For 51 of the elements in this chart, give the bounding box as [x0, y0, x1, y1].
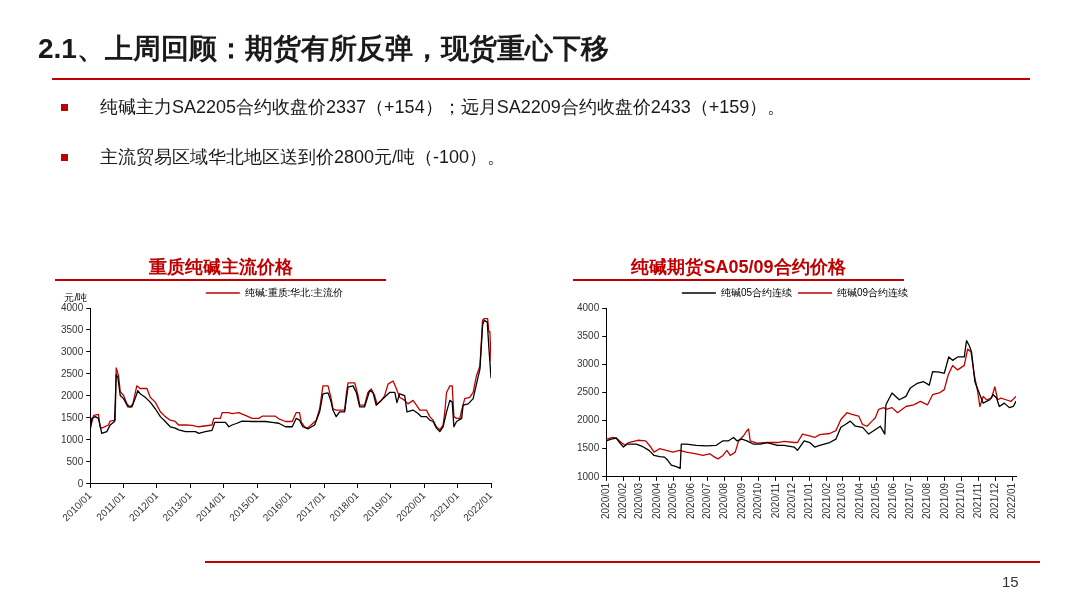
x-tick-label: 2021/04 — [853, 482, 865, 520]
y-tick-label: 1500 — [61, 411, 84, 423]
y-tick-label: 1000 — [61, 433, 84, 445]
y-tick-label: 3000 — [577, 358, 600, 370]
y-tick-label: 1000 — [577, 470, 600, 482]
y-tick-label: 3000 — [61, 345, 84, 357]
chart-title: 纯碱期货SA05/09合约价格 — [629, 256, 847, 278]
x-tick-label: 2021/09 — [938, 482, 950, 520]
x-tick-label: 2020/05 — [667, 482, 679, 520]
legend-label: 纯碱05合约连续 — [720, 286, 792, 298]
x-tick-label: 2021/10 — [955, 482, 967, 520]
x-tick-label: 2020/04 — [650, 482, 662, 520]
text: 纯碱主力SA2205合约收盘价2337（+154）；远月SA2209合约收盘价2433（+159）。 — [100, 96, 786, 118]
x-tick-label: 2020/07 — [701, 482, 713, 520]
y-tick-label: 1500 — [577, 442, 600, 454]
text: 主流贸易区域华北地区送到价2800元/吨（-100）。 — [100, 146, 506, 168]
y-tick-label: 500 — [66, 455, 84, 467]
x-tick-label: 2021/01 — [803, 482, 815, 520]
x-tick-label: 2021/07 — [904, 482, 916, 520]
x-tick-label: 2021/08 — [921, 482, 933, 520]
x-tick-label: 2020/01 — [600, 482, 611, 520]
x-tick-label: 2020/10 — [752, 482, 764, 520]
y-tick-label: 0 — [77, 477, 84, 489]
chart-title: 重质纯碱主流价格 — [147, 256, 294, 278]
y-tick-label: 3500 — [577, 329, 600, 341]
x-tick-label: 2021/05 — [870, 482, 882, 520]
x-tick-label: 2021/02 — [820, 482, 832, 520]
y-tick-label: 4000 — [577, 301, 600, 313]
x-tick-label: 2020/08 — [718, 482, 730, 520]
legend-label: 纯碱:重质:华北:主流价 — [244, 286, 344, 298]
x-tick-label: 2020/11 — [769, 482, 781, 519]
x-tick-label: 2020/06 — [684, 482, 696, 520]
y-tick-label: 2000 — [577, 414, 600, 426]
x-tick-label: 2021/11 — [972, 482, 984, 519]
x-tick-label: 2021/06 — [887, 482, 899, 520]
y-tick-label: 2000 — [61, 389, 84, 401]
text: 15 — [1002, 573, 1019, 591]
x-tick-label: 2022/01 — [1006, 482, 1018, 520]
x-tick-label: 2021/03 — [836, 482, 848, 520]
legend-label: 纯碱09合约连续 — [837, 286, 909, 298]
y-axis-title: 元/吨 — [64, 291, 88, 303]
y-tick-label: 2500 — [577, 386, 600, 398]
x-tick-label: 2020/09 — [735, 482, 747, 520]
x-tick-label: 2020/03 — [633, 482, 645, 520]
y-tick-label: 2500 — [61, 367, 84, 379]
text: 2.1、上周回顾：期货有所反弹，现货重心下移 — [38, 32, 609, 66]
x-tick-label: 2021/12 — [989, 482, 1001, 520]
x-tick-label: 2020/02 — [617, 482, 629, 520]
y-tick-label: 3500 — [61, 323, 84, 335]
x-tick-label: 2020/12 — [786, 482, 798, 520]
y-tick-label: 4000 — [61, 301, 84, 313]
